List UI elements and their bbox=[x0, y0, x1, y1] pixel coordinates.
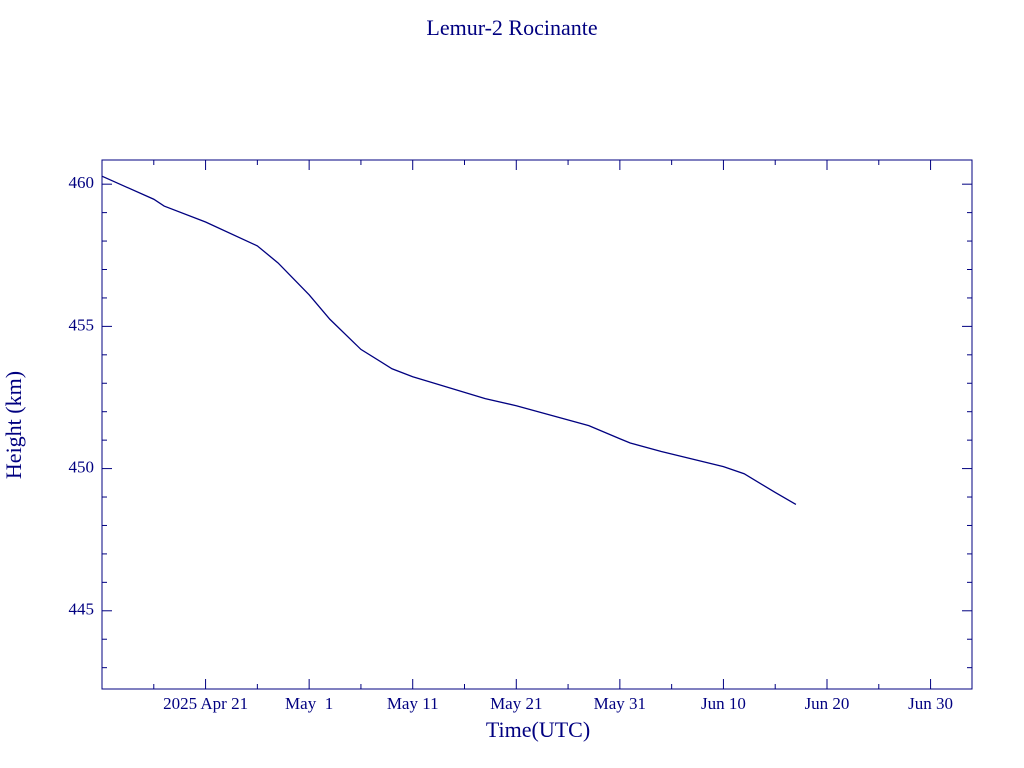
x-tick-label: May 11 bbox=[387, 694, 439, 713]
x-tick-label: May 31 bbox=[594, 694, 646, 713]
data-line bbox=[101, 175, 797, 505]
y-tick-label: 450 bbox=[69, 457, 95, 476]
x-tick-label: Jun 20 bbox=[805, 694, 850, 713]
x-tick-label: May 1 bbox=[285, 694, 333, 713]
plot-frame bbox=[101, 159, 973, 690]
y-axis-label: Height (km) bbox=[1, 371, 26, 479]
x-tick-label: Jun 10 bbox=[701, 694, 746, 713]
y-tick-label: 445 bbox=[69, 600, 95, 619]
y-tick-label: 460 bbox=[69, 173, 95, 192]
x-tick-label: May 21 bbox=[490, 694, 542, 713]
x-tick-label: 2025 Apr 21 bbox=[163, 694, 248, 713]
y-tick-label: 455 bbox=[69, 315, 95, 334]
x-axis-label: Time(UTC) bbox=[486, 717, 590, 742]
x-tick-label: Jun 30 bbox=[908, 694, 953, 713]
chart-title: Lemur-2 Rocinante bbox=[426, 15, 597, 40]
